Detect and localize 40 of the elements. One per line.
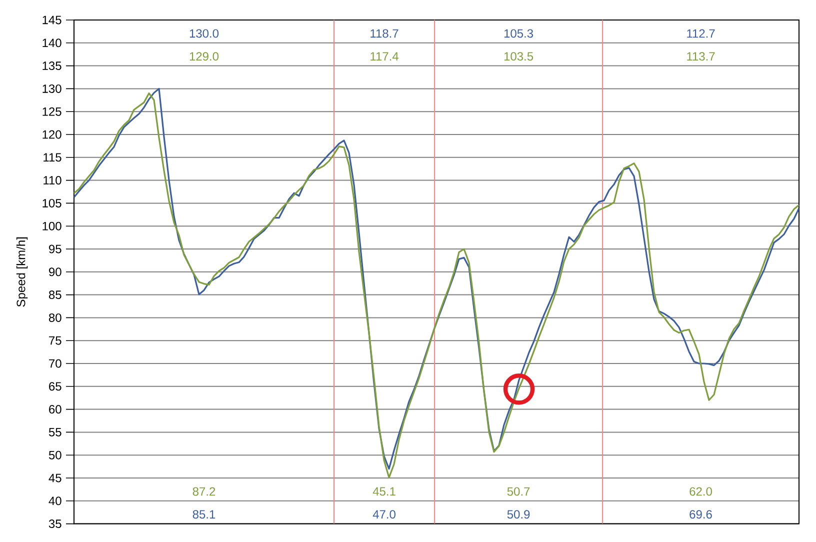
y-tick-label: 120 <box>42 130 62 139</box>
annotation: 50.7 <box>507 487 530 496</box>
y-tick-label: 70 <box>49 359 62 368</box>
y-tick-label: 85 <box>48 290 62 300</box>
annotation: 62.0 <box>690 487 712 496</box>
annotation: 45.1 <box>372 487 396 496</box>
annotation: 85.1 <box>192 510 216 519</box>
y-tick-label: 90 <box>49 268 62 276</box>
y-tick-label: 75 <box>49 336 62 345</box>
annotation: 87.2 <box>192 487 216 496</box>
y-tick-label: 145 <box>42 16 62 24</box>
y-tick-label: 50 <box>48 450 62 460</box>
annotation: 112.7 <box>687 29 715 38</box>
annotation: 69.6 <box>690 510 712 519</box>
y-tick-label: 45 <box>48 474 62 482</box>
annotation: 50.9 <box>507 510 530 519</box>
y-tick-label: 65 <box>49 382 62 391</box>
annotation: 129.0 <box>190 52 219 61</box>
y-tick-label: 80 <box>48 313 62 322</box>
y-tick-label: 115 <box>44 153 62 162</box>
y-tick-label: 35 <box>48 520 62 528</box>
y-tick-label: 140 <box>42 38 62 48</box>
annotation: 118.7 <box>370 29 398 38</box>
y-tick-label: 95 <box>49 244 62 254</box>
y-tick-label: 55 <box>48 428 62 436</box>
annotation: 130.0 <box>190 29 219 38</box>
y-tick-label: 135 <box>42 62 62 70</box>
y-tick-label: 130 <box>42 84 62 93</box>
y-tick-label: 125 <box>42 107 62 116</box>
annotation: 103.5 <box>504 52 534 61</box>
y-tick-label: 105 <box>42 198 62 208</box>
y-tick-label: 40 <box>48 496 62 506</box>
annotation: 113.7 <box>687 52 715 61</box>
annotation: 47.0 <box>372 510 396 519</box>
y-tick-label: 100 <box>42 222 62 230</box>
y-tick-label: 110 <box>44 176 62 185</box>
annotation: 105.3 <box>504 29 534 38</box>
y-tick-label: 60 <box>49 405 62 414</box>
y-axis-title: Speed [km/h] <box>16 237 28 307</box>
annotation: 117.4 <box>370 52 398 60</box>
